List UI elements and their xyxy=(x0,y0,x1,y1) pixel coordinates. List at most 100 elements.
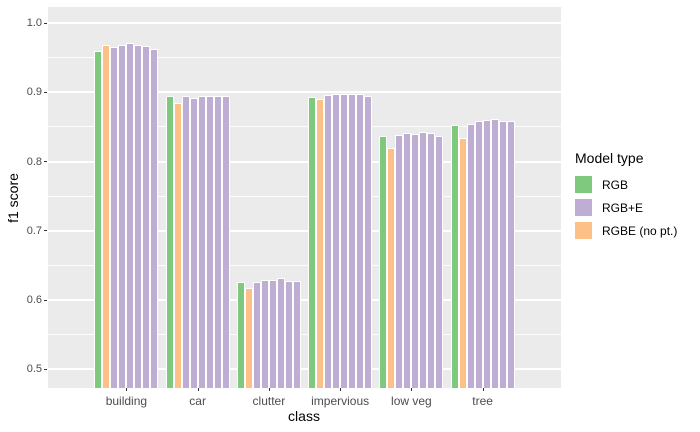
bar-tree-rgb-e-run3 xyxy=(482,120,491,388)
bar-building-rgb-e-run4 xyxy=(134,44,143,388)
bar-low-veg-rgb-e-run1 xyxy=(395,135,404,388)
legend-swatch-rgb-e xyxy=(575,199,592,216)
bar-low-veg-rgbe-no-pt xyxy=(387,147,396,388)
x-tick-mark-building xyxy=(126,388,128,391)
x-tick-label-clutter: clutter xyxy=(252,394,286,408)
bar-group-impervious xyxy=(308,7,373,388)
bar-car-rgb xyxy=(165,95,174,388)
bar-building-rgb-e-run6 xyxy=(150,48,159,388)
gridline-major-0.7 xyxy=(48,229,561,232)
x-tick-label-building: building xyxy=(105,394,148,408)
x-tick-mark-car xyxy=(197,388,199,391)
y-tick-mark-0.7 xyxy=(44,230,47,232)
gridline-minor-0.85 xyxy=(48,126,561,128)
y-tick-mark-0.5 xyxy=(44,368,47,370)
bar-clutter-rgb xyxy=(236,281,245,388)
legend-swatch-rgbe-no-pt xyxy=(575,222,592,239)
y-tick-label-0.5: 0.5 xyxy=(26,363,42,376)
y-tick-label-0.6: 0.6 xyxy=(26,294,42,307)
bar-impervious-rgbe-no-pt xyxy=(316,98,325,388)
bar-tree-rgbe-no-pt xyxy=(458,138,467,388)
legend-item-rgbe-no-pt: RGBE (no pt.) xyxy=(575,222,677,239)
bar-building-rgb-e-run3 xyxy=(126,43,135,388)
bar-low-veg-rgb-e-run4 xyxy=(419,131,428,388)
bar-impervious-rgb-e-run5 xyxy=(356,94,365,388)
x-tick-mark-low-veg xyxy=(411,388,413,391)
bar-car-rgb-e-run4 xyxy=(205,96,214,388)
bar-clutter-rgb-e-run6 xyxy=(292,280,301,388)
bar-low-veg-rgb-e-run3 xyxy=(411,133,420,388)
bar-tree-rgb xyxy=(450,124,459,388)
bar-group-low-veg xyxy=(379,7,444,388)
bar-building-rgb-e-run1 xyxy=(110,46,119,388)
bar-group-car xyxy=(165,7,230,388)
legend-label-rgb: RGB xyxy=(602,177,629,192)
legend-swatch-rgb xyxy=(575,176,592,193)
gridline-major-0.8 xyxy=(48,160,561,163)
y-tick-label-1.0: 1.0 xyxy=(26,17,42,29)
bar-building-rgb-e-run5 xyxy=(142,45,151,388)
bar-building-rgb-e-run2 xyxy=(118,44,127,388)
bar-car-rgb-e-run6 xyxy=(221,96,230,388)
bar-car-rgb-e-run2 xyxy=(189,97,198,388)
gridline-major-0.6 xyxy=(48,299,561,302)
bar-group-clutter xyxy=(236,7,301,388)
legend: Model type RGB RGB+E RGBE (no pt.) xyxy=(575,150,677,245)
bar-tree-rgb-e-run6 xyxy=(506,121,515,388)
x-tick-mark-tree xyxy=(482,388,484,391)
bar-impervious-rgb-e-run2 xyxy=(332,93,341,388)
legend-item-rgb: RGB xyxy=(575,176,677,193)
bar-group-tree xyxy=(450,7,515,388)
bar-clutter-rgb-e-run1 xyxy=(252,281,261,388)
bar-building-rgbe-no-pt xyxy=(102,45,111,388)
bar-clutter-rgb-e-run2 xyxy=(260,280,269,388)
bar-impervious-rgb-e-run3 xyxy=(340,93,349,388)
y-tick-mark-1.0 xyxy=(44,22,47,24)
y-tick-label-0.9: 0.9 xyxy=(26,86,42,99)
gridline-minor-0.75 xyxy=(48,195,561,197)
legend-title: Model type xyxy=(575,150,644,166)
bar-car-rgb-e-run1 xyxy=(181,95,190,388)
bar-impervious-rgb xyxy=(308,97,317,388)
bar-low-veg-rgb xyxy=(379,135,388,388)
bar-low-veg-rgb-e-run6 xyxy=(435,135,444,388)
bar-clutter-rgb-e-run4 xyxy=(276,278,285,388)
gridline-minor-0.65 xyxy=(48,265,561,267)
gridline-major-0.9 xyxy=(48,91,561,94)
x-tick-label-car: car xyxy=(189,394,206,408)
gridline-major-1.0 xyxy=(48,22,561,24)
y-tick-label-0.7: 0.7 xyxy=(26,224,42,237)
y-tick-mark-0.8 xyxy=(44,161,47,163)
bar-group-building xyxy=(94,7,159,388)
plot-panel xyxy=(48,7,561,388)
y-tick-label-0.8: 0.8 xyxy=(26,155,42,168)
x-axis-title: class xyxy=(288,408,320,424)
legend-item-rgb-e: RGB+E xyxy=(575,199,677,216)
bar-car-rgbe-no-pt xyxy=(173,103,182,388)
bar-clutter-rgb-e-run3 xyxy=(268,280,277,388)
legend-label-rgbe-no-pt: RGBE (no pt.) xyxy=(602,223,678,238)
y-tick-mark-0.6 xyxy=(44,299,47,301)
gridline-minor-0.95 xyxy=(48,57,561,59)
gridline-minor-0.55 xyxy=(48,334,561,336)
bar-tree-rgb-e-run4 xyxy=(490,119,499,388)
bar-car-rgb-e-run5 xyxy=(213,96,222,388)
bar-tree-rgb-e-run1 xyxy=(466,124,475,388)
x-tick-label-tree: tree xyxy=(472,394,493,408)
bar-impervious-rgb-e-run4 xyxy=(348,93,357,388)
bar-tree-rgb-e-run5 xyxy=(498,120,507,388)
x-tick-label-impervious: impervious xyxy=(311,394,370,408)
bar-clutter-rgbe-no-pt xyxy=(244,288,253,388)
bar-building-rgb xyxy=(94,51,103,388)
y-axis-title: f1 score xyxy=(5,173,21,223)
bar-low-veg-rgb-e-run2 xyxy=(403,132,412,388)
x-tick-mark-impervious xyxy=(340,388,342,391)
legend-label-rgb-e: RGB+E xyxy=(602,200,644,215)
x-tick-label-low-veg: low veg xyxy=(391,394,432,408)
bar-impervious-rgb-e-run1 xyxy=(324,95,333,388)
bar-tree-rgb-e-run2 xyxy=(474,121,483,388)
x-tick-mark-clutter xyxy=(268,388,270,391)
bar-impervious-rgb-e-run6 xyxy=(364,95,373,388)
bar-low-veg-rgb-e-run5 xyxy=(427,133,436,388)
